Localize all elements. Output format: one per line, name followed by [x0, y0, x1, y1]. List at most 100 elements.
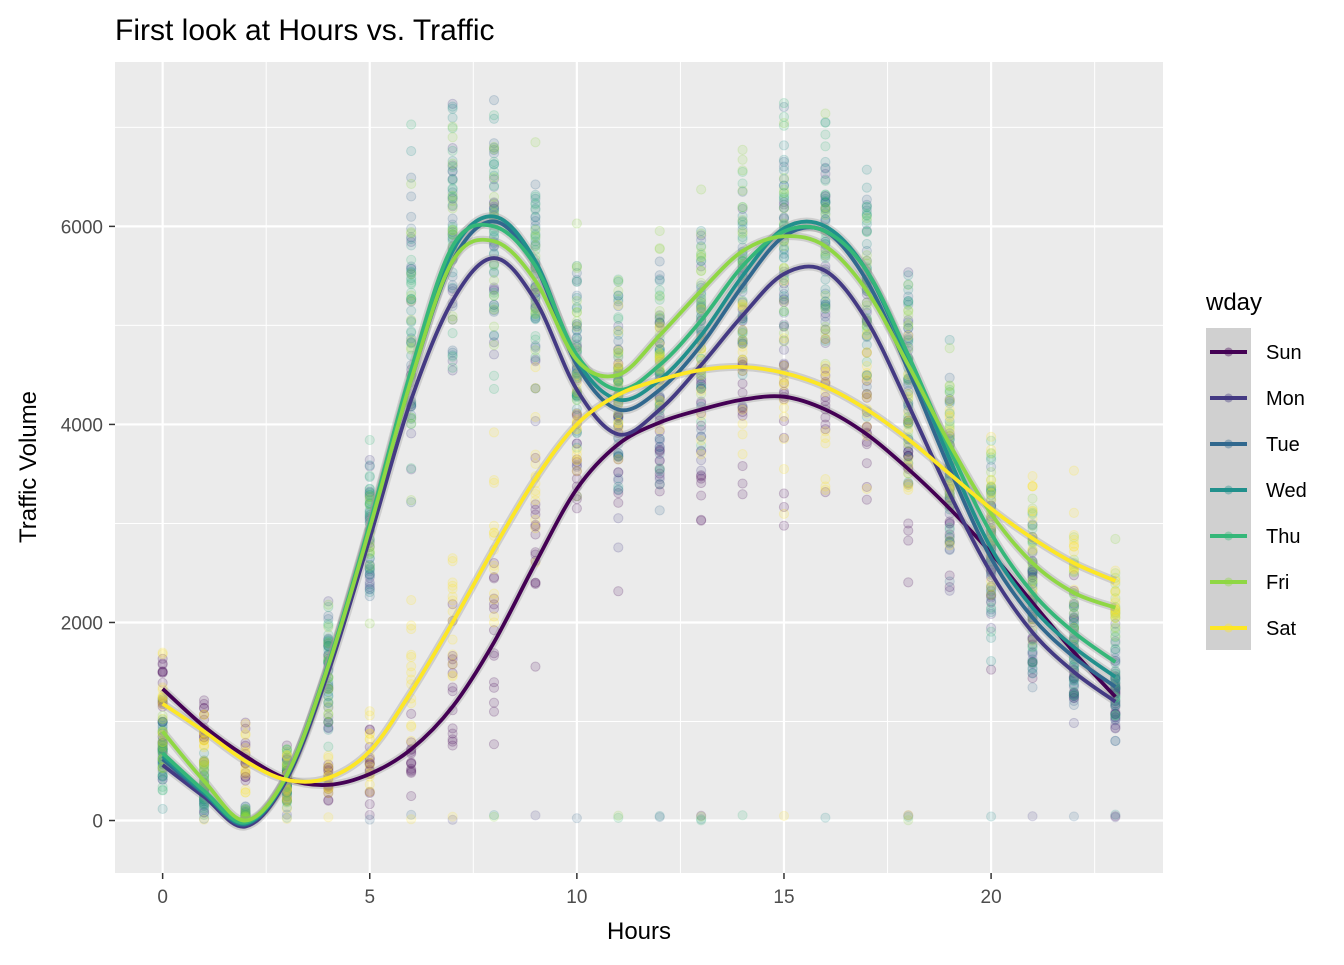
data-point: [820, 303, 831, 314]
data-point: [985, 606, 997, 618]
data-point: [530, 352, 541, 363]
data-point: [323, 716, 334, 727]
data-point: [613, 417, 624, 428]
data-point: [447, 345, 458, 356]
data-point: [778, 117, 790, 129]
data-point: [737, 341, 748, 352]
data-point: [903, 450, 914, 461]
data-point: [1110, 612, 1121, 623]
data-point: [944, 384, 955, 396]
data-point: [654, 317, 665, 328]
data-point: [820, 284, 831, 295]
data-point: [944, 536, 955, 548]
data-point: [240, 723, 251, 734]
data-point: [820, 333, 831, 345]
data-point: [488, 144, 500, 156]
data-point: [571, 449, 582, 460]
data-point: [903, 451, 914, 462]
data-point: [613, 420, 624, 431]
data-point: [447, 347, 458, 358]
data-point: [157, 716, 168, 727]
data-point: [406, 290, 417, 301]
data-point: [903, 284, 914, 295]
data-point: [530, 449, 541, 460]
data-point: [488, 611, 500, 622]
data-point: [944, 581, 955, 593]
data-point: [1027, 646, 1038, 657]
data-point: [157, 735, 168, 746]
data-point: [820, 299, 831, 310]
data-point: [488, 110, 500, 121]
data-point: [406, 268, 417, 280]
data-point: [323, 741, 334, 752]
x-tick-label: 20: [981, 887, 1002, 908]
data-point: [157, 738, 168, 749]
data-point: [406, 661, 417, 672]
data-point: [613, 467, 624, 478]
data-point: [488, 299, 500, 310]
data-point: [447, 350, 458, 361]
data-point: [530, 810, 541, 821]
data-point: [861, 392, 872, 403]
data-point: [571, 316, 582, 327]
data-point: [820, 366, 831, 377]
data-point: [696, 251, 707, 262]
data-point: [861, 297, 872, 308]
data-point: [1068, 541, 1080, 552]
data-point: [281, 787, 293, 798]
data-point: [820, 248, 831, 259]
data-point: [1027, 657, 1038, 668]
data-point: [613, 376, 624, 388]
data-point: [488, 138, 500, 149]
data-point: [861, 330, 872, 342]
data-point: [571, 319, 582, 330]
data-point: [1110, 612, 1121, 623]
data-point: [944, 516, 955, 527]
data-point: [654, 441, 665, 453]
data-point: [737, 354, 748, 365]
data-point: [654, 455, 665, 467]
data-point: [737, 810, 748, 821]
data-point: [323, 750, 334, 761]
data-point: [613, 415, 624, 426]
data-point: [447, 650, 458, 662]
data-point: [571, 301, 582, 313]
data-point: [281, 802, 293, 813]
data-point: [778, 202, 790, 214]
data-point: [820, 250, 831, 261]
data-point: [447, 599, 458, 610]
data-point: [488, 304, 500, 315]
data-point: [447, 195, 458, 207]
data-point: [1027, 639, 1038, 650]
data-point: [198, 709, 210, 720]
data-point: [364, 568, 375, 580]
data-point: [903, 317, 914, 328]
data-point: [364, 584, 375, 595]
data-point: [406, 254, 417, 265]
data-point: [530, 308, 541, 319]
data-point: [281, 787, 293, 798]
data-point: [1068, 532, 1080, 543]
data-point: [1027, 547, 1038, 558]
data-point: [737, 346, 748, 358]
data-point: [696, 440, 707, 451]
data-point: [406, 232, 417, 243]
data-point: [696, 477, 707, 489]
data-point: [737, 335, 748, 346]
data-point: [530, 330, 541, 342]
data-point: [778, 156, 790, 167]
data-point: [654, 464, 665, 475]
data-point: [364, 494, 375, 505]
data-point: [944, 416, 955, 427]
data-point: [364, 470, 375, 481]
data-point: [323, 629, 334, 640]
data-point: [944, 372, 955, 383]
data-point: [1068, 691, 1080, 702]
data-point: [778, 196, 790, 208]
data-point: [820, 812, 831, 823]
data-point: [530, 361, 541, 373]
data-point: [157, 649, 168, 660]
data-point: [613, 488, 624, 499]
data-point: [654, 463, 665, 474]
data-point: [488, 275, 500, 286]
